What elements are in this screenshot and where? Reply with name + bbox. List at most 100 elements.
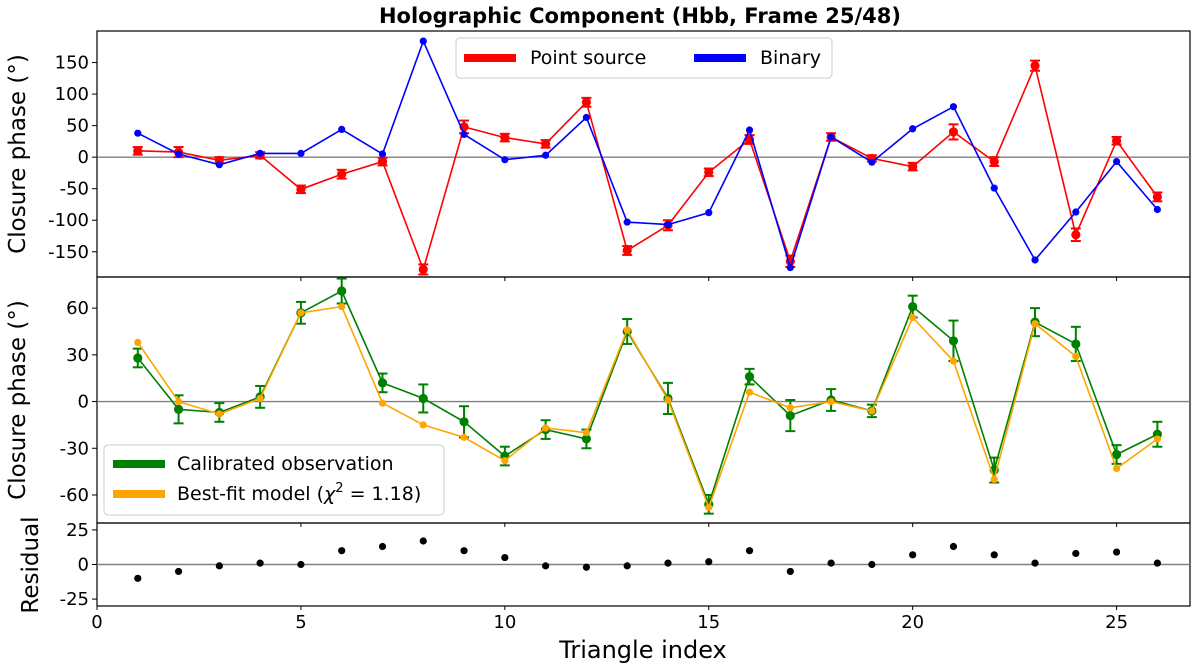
middle-ytick-label: 0 [78, 392, 89, 413]
binary-point [501, 156, 509, 164]
bottom-ytick-label: -25 [60, 589, 89, 610]
middle-legend: Calibrated observation Best-fit model (χ… [103, 444, 445, 516]
residual-point [419, 537, 427, 545]
binary-point [134, 129, 142, 137]
best-fit-model-1-18-point [1112, 464, 1121, 473]
middle-panel: Closure phase (°) -60 -30 0 30 60 Calibrated… [5, 276, 1191, 527]
top-panel-marks [97, 37, 1190, 276]
calibrated-observation-point [133, 353, 143, 363]
point-source-point [377, 156, 388, 167]
best-fit-model-1-18-point [501, 457, 509, 465]
middle-panel-ylabel: Closure phase (°) [5, 300, 31, 500]
xtick-label: 20 [901, 612, 924, 633]
residual-point [990, 551, 998, 559]
calibrated-observation-point [785, 410, 795, 421]
point-source-point [581, 97, 592, 107]
calibrated-observation-point [1111, 449, 1122, 460]
best-fit-model-1-18-point [297, 309, 305, 317]
best-fit-model-1-18-point [664, 396, 672, 404]
binary-point [174, 150, 183, 158]
point-source-point [1152, 192, 1162, 202]
point-source-point [622, 245, 632, 256]
calibrated-observation-point [908, 301, 918, 312]
best-fit-model-1-18-point [949, 357, 958, 365]
xtick-label: 5 [295, 612, 306, 633]
binary-point [990, 184, 998, 192]
best-fit-model-1-18-point [786, 404, 794, 412]
best-fit-model-1-18-point [1072, 352, 1080, 361]
binary-point [1031, 256, 1039, 264]
best-fit-model-1-18-line [137, 305, 1158, 510]
middle-ytick-label: 60 [66, 298, 89, 319]
binary-point [1112, 157, 1121, 166]
residual-point [705, 558, 713, 566]
xtick-label: 10 [493, 612, 516, 633]
top-ytick-label: 0 [78, 147, 89, 168]
residual-point [745, 547, 754, 555]
xtick-label: 25 [1105, 612, 1128, 633]
bottom-panel-ticks: -25 0 25 [60, 520, 1118, 610]
best-fit-model-1-18-point [378, 399, 387, 407]
binary-point [705, 209, 713, 217]
binary-point [460, 130, 468, 139]
residual-point [623, 562, 631, 570]
binary-point [215, 161, 223, 169]
best-fit-model-1-18-point [582, 429, 591, 437]
best-fit-model-1-18-point [827, 397, 835, 406]
chart-title: Holographic Component (Hbb, Frame 25/48) [379, 4, 901, 28]
point-source-point [541, 139, 551, 149]
top-ytick-label: -150 [48, 242, 89, 263]
point-source-point [908, 162, 918, 172]
binary-point [623, 218, 631, 226]
point-source-point [337, 169, 347, 179]
calibrated-observation-point [337, 286, 347, 296]
binary-point [949, 103, 958, 111]
legend-label-model: Best-fit model (χ2 = 1.18) [177, 481, 421, 505]
binary-point [1153, 205, 1161, 214]
top-panel-ticks: -150 -100 -50 0 50 100 150 [48, 53, 1118, 281]
best-fit-model-1-18-point [215, 410, 223, 418]
top-legend-box [455, 37, 833, 79]
residual-point [297, 560, 305, 569]
middle-panel-ticks: -60 -30 0 30 60 [60, 298, 1118, 527]
calibrated-observation-point [173, 404, 184, 414]
binary-point [745, 126, 754, 134]
best-fit-model-1-18-point [542, 424, 550, 432]
best-fit-model-1-18-point [338, 302, 346, 311]
bottom-ytick-label: 0 [78, 555, 89, 576]
point-source-point [1111, 136, 1122, 146]
best-fit-model-1-18-point [745, 388, 754, 396]
best-fit-model-1-18-point [705, 503, 713, 512]
residual-point [1031, 559, 1039, 567]
binary-point [786, 263, 794, 272]
residual-point [1153, 559, 1161, 567]
bottom-panel-marks [97, 537, 1190, 582]
middle-ytick-label: -30 [60, 438, 89, 459]
calibrated-observation-point [581, 434, 592, 444]
top-ytick-label: -100 [48, 210, 89, 231]
bottom-panel: Residual -25 0 25 [18, 516, 1191, 614]
top-ytick-label: 100 [55, 84, 89, 105]
point-source-point [296, 184, 306, 194]
point-source-point [418, 264, 428, 275]
middle-legend-box [103, 444, 445, 516]
top-ytick-label: 150 [55, 53, 89, 74]
legend-label-point-source: Point source [530, 47, 646, 69]
residual-point [174, 567, 183, 576]
point-source-point [1071, 230, 1081, 240]
legend-label-binary: Binary [760, 47, 821, 69]
binary-point [664, 221, 672, 229]
residual-point [827, 559, 835, 567]
middle-ytick-label: -60 [60, 485, 89, 506]
best-fit-model-1-18-point [1153, 435, 1161, 443]
point-source-point [948, 127, 959, 137]
middle-panel-marks [97, 277, 1190, 515]
residual-point [256, 559, 264, 567]
xtick-label: 0 [91, 612, 102, 633]
middle-ytick-label: 30 [66, 345, 89, 366]
binary-line [137, 38, 1159, 271]
binary-point [338, 125, 346, 133]
calibrated-observation-point [1071, 339, 1081, 349]
best-fit-model-1-18-point [419, 421, 427, 429]
binary-point [297, 149, 305, 157]
